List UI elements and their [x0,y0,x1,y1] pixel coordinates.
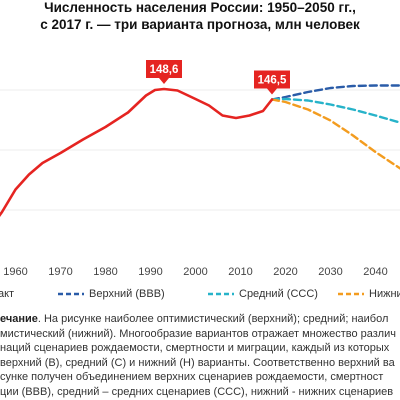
x-tick-label: 1970 [48,266,72,278]
chart-title-line-1: Численность населения России: 1950–2050 … [44,0,356,15]
legend-item-upper: Верхний (ВВВ) [58,288,165,300]
x-tick-label: 2000 [183,266,207,278]
footnote-label: ечание [0,313,38,325]
legend-swatch-middle [208,292,234,296]
series-line-lower [270,98,400,170]
legend-label-lower: Нижний [369,288,400,300]
x-tick-label: 1960 [3,266,27,278]
x-tick-label: 1990 [138,266,162,278]
legend-label-fact: акт [0,288,15,300]
series-line-fact [0,87,274,218]
annotation-callout-2: 146,5 [254,70,290,95]
x-tick-label: 2040 [363,266,387,278]
legend-item-middle: Средний (ССС) [208,288,318,300]
series-line-upper [270,84,400,101]
footnote-line-6: ции (ВВВ), средний – средних сценариев (… [0,385,394,398]
annotation-label: 148,6 [150,64,179,76]
legend-item-fact: акт [0,288,14,300]
legend-label-upper: Верхний (ВВВ) [89,288,165,300]
legend-label-middle: Средний (ССС) [239,288,318,300]
legend-swatch-lower [338,292,364,296]
chart-footnote: ечание. На рисунке наиболее оптимистичес… [0,312,400,400]
legend-swatch-upper [58,292,84,296]
series-line-middle [270,97,400,124]
footnote-line-1: ечание. На рисунке наиболее оптимистичес… [0,312,400,327]
footnote-line-3: наций сценариев рождаемости, смертности … [0,342,390,355]
x-tick-label: 2030 [318,266,342,278]
x-tick-label: 2020 [273,266,297,278]
footnote-line-5: сунке получен объединением верхних сцена… [0,371,384,384]
annotation-label: 146,5 [258,75,287,87]
x-tick-label: 2010 [228,266,252,278]
x-tick-label: 1980 [93,266,117,278]
chart-legend: акт Верхний (ВВВ) Средний (ССС) Нижний [0,288,400,306]
legend-item-lower: Нижний [338,288,400,300]
footnote-line-4: верхний (В), средний (С) и нижний (Н) ва… [0,356,395,369]
footnote-text-1: . На рисунке наиболее оптимистический (в… [37,313,389,325]
annotation-callout-1: 148,6 [146,60,182,84]
footnote-line-2: мистический (нижний). Многообразие вариа… [0,327,396,340]
chart-title-line-2: с 2017 г. — три варианта прогноза, млн ч… [40,17,360,32]
